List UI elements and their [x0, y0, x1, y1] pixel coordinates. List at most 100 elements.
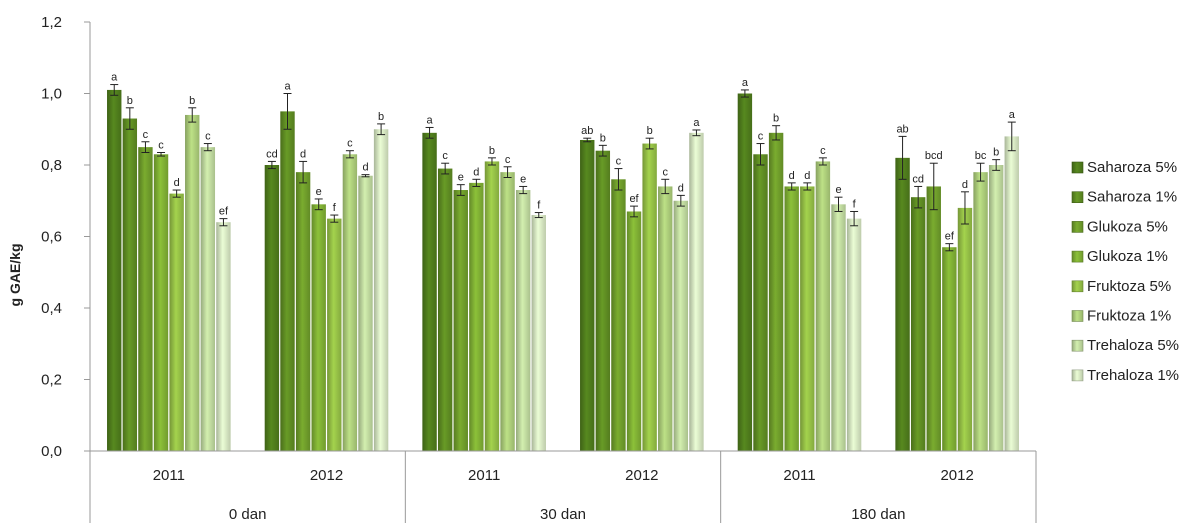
error-bar	[157, 151, 166, 157]
error-bar	[740, 89, 749, 98]
significance-label: c	[442, 150, 448, 162]
error-bar	[583, 137, 592, 143]
bar	[342, 154, 358, 451]
error-bar	[676, 194, 685, 207]
bar	[107, 89, 122, 452]
significance-label: c	[143, 129, 149, 141]
legend-label: Glukoza 1%	[1087, 248, 1168, 265]
error-bar	[425, 126, 434, 139]
bar	[784, 186, 799, 451]
bar	[295, 172, 311, 451]
bar	[469, 182, 484, 451]
bar	[689, 132, 704, 451]
legend-label: Saharoza 5%	[1087, 159, 1177, 176]
error-bar	[992, 159, 1001, 171]
significance-label: c	[505, 154, 511, 166]
x-axis: 0 dan 2011 2012 30 dan 2011 2012 180 dan 2011 20…	[89, 450, 1037, 523]
legend: Saharoza 5% Saharoza 1% Glukoza 5% Glukoza …	[1071, 159, 1179, 384]
year-label: 2011	[783, 467, 815, 484]
significance-label: c	[758, 131, 764, 143]
y-tick-label: 1,0	[41, 86, 62, 103]
year-label: 2011	[153, 467, 185, 484]
bar	[957, 207, 973, 451]
significance-label: f	[333, 202, 337, 214]
bar	[973, 172, 988, 451]
bar	[942, 247, 957, 451]
significance-label: ab	[581, 125, 593, 137]
significance-label: d	[174, 177, 180, 189]
bar	[500, 172, 515, 451]
significance-label: c	[205, 131, 211, 143]
legend-label: Fruktoza 5%	[1087, 278, 1171, 295]
legend-swatch	[1071, 339, 1084, 352]
y-tick-label: 0,6	[41, 229, 62, 246]
significance-label: bcd	[925, 150, 943, 162]
significance-label: c	[616, 156, 622, 168]
error-bar	[803, 182, 812, 191]
bar	[185, 114, 200, 451]
legend-label: Trehaloza 5%	[1087, 337, 1179, 354]
error-bar	[456, 184, 465, 196]
legend-label: Saharoza 1%	[1087, 189, 1177, 206]
error-bar	[772, 125, 781, 141]
error-bar	[692, 129, 701, 137]
year-label: 2012	[625, 467, 658, 484]
significance-label: b	[993, 147, 999, 159]
significance-label: c	[662, 166, 668, 178]
significance-label: e	[316, 186, 322, 198]
bar	[531, 215, 546, 451]
significance-label: ab	[896, 123, 908, 135]
significance-label: f	[853, 198, 857, 210]
significance-label: d	[789, 170, 795, 182]
error-bar	[960, 191, 969, 225]
significance-label: a	[111, 72, 118, 84]
significance-label: e	[835, 184, 841, 196]
bar	[895, 157, 910, 451]
legend-label: Fruktoza 1%	[1087, 308, 1171, 325]
error-bar	[361, 174, 370, 178]
bar	[988, 165, 1004, 451]
bar	[815, 161, 831, 452]
bar	[611, 179, 626, 452]
bar	[169, 193, 184, 451]
significance-label: b	[127, 95, 133, 107]
legend-swatch	[1071, 250, 1084, 263]
bar	[484, 161, 500, 452]
error-bar	[472, 178, 481, 187]
bar	[673, 200, 689, 451]
significance-label: b	[489, 145, 495, 157]
significance-label: b	[600, 132, 606, 144]
bar	[753, 154, 768, 451]
bar	[358, 175, 373, 451]
bar	[642, 143, 657, 452]
significance-label: a	[427, 114, 434, 126]
bar	[626, 211, 642, 451]
error-bar	[219, 218, 228, 227]
significance-label: ef	[945, 231, 955, 243]
bar	[515, 190, 531, 451]
error-bar	[850, 210, 859, 227]
bar	[264, 165, 280, 451]
error-bar	[299, 160, 308, 184]
error-bar	[976, 162, 985, 182]
bar	[580, 139, 595, 451]
significance-label: cd	[266, 148, 278, 160]
significance-label: b	[189, 95, 195, 107]
significance-label: d	[804, 170, 810, 182]
year-label: 2012	[310, 467, 343, 484]
error-bar	[534, 212, 543, 219]
y-axis: 0,0 0,2 0,4 0,6 0,8 1,0 1,2	[41, 14, 91, 460]
error-bar	[630, 205, 639, 218]
group-label: 30 dan	[540, 506, 586, 523]
bar	[910, 197, 926, 451]
significance-label: d	[678, 182, 684, 194]
error-bar	[1007, 121, 1016, 152]
error-bar	[614, 168, 623, 191]
legend-label: Trehaloza 1%	[1087, 367, 1179, 384]
error-bar	[110, 84, 119, 96]
error-bar	[929, 162, 938, 211]
error-bar	[441, 162, 450, 175]
error-bar	[519, 185, 528, 195]
